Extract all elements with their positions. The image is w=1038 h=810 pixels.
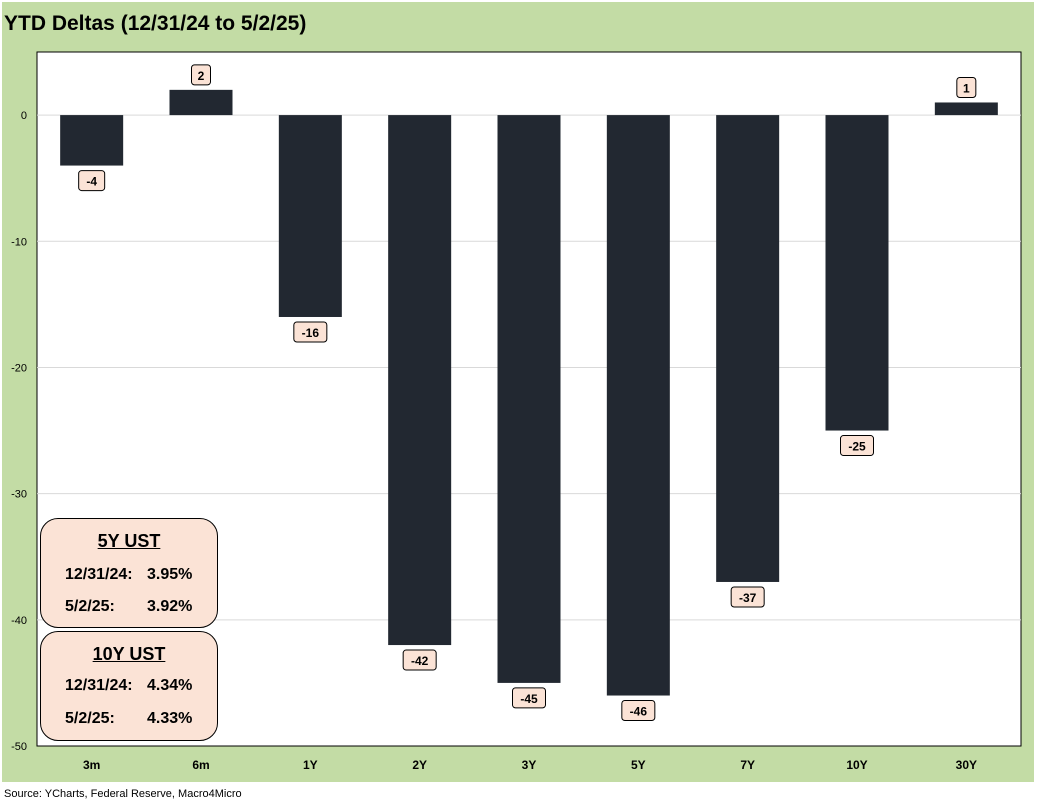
data-label-box xyxy=(621,700,656,722)
data-label-box xyxy=(512,687,546,709)
y-tick-label: -10 xyxy=(11,236,27,248)
data-label: 2 xyxy=(198,69,205,83)
info-row: 5/2/25: 3.92% xyxy=(65,598,192,616)
info-box-title: 5Y UST xyxy=(97,531,161,551)
info-date: 5/2/25: xyxy=(65,710,115,727)
y-tick-label: -50 xyxy=(11,741,27,753)
x-tick-label: 6m xyxy=(192,758,209,772)
info-row: 12/31/24: 4.34% xyxy=(65,677,192,695)
data-label-box xyxy=(293,321,328,343)
bar xyxy=(60,115,124,166)
x-tick-label: 5Y xyxy=(631,758,646,772)
info-row: 12/31/24: 3.95% xyxy=(65,566,192,584)
source-note: Source: YCharts, Federal Reserve, Macro4… xyxy=(4,788,242,800)
data-label-box xyxy=(402,649,437,671)
info-box-10y-ust: 10Y UST 12/31/24: 4.34% 5/2/25: 4.33% xyxy=(40,631,218,741)
data-label: -25 xyxy=(848,440,866,454)
x-axis: 3m 6m 1Y 2Y 3Y 5Y 7Y 10Y 30Y xyxy=(83,758,977,772)
info-date: 12/31/24: xyxy=(65,566,133,583)
x-tick-label: 7Y xyxy=(740,758,755,772)
info-box-5y-ust: 5Y UST 12/31/24: 3.95% 5/2/25: 3.92% xyxy=(40,518,218,628)
info-box-title: 10Y UST xyxy=(92,644,166,664)
y-tick-label: -20 xyxy=(11,362,27,374)
y-tick-label: 0 xyxy=(21,110,27,122)
data-label: -37 xyxy=(739,591,757,605)
y-axis: 0 -10 -20 -30 -40 -50 xyxy=(11,110,27,753)
chart-title: YTD Deltas (12/31/24 to 5/2/25) xyxy=(4,12,307,35)
y-tick-label: -30 xyxy=(11,489,27,501)
data-label: -42 xyxy=(411,654,429,668)
data-label-box xyxy=(730,586,765,608)
bar xyxy=(716,115,780,582)
data-label: -45 xyxy=(520,692,538,706)
x-tick-label: 3m xyxy=(83,758,100,772)
bar xyxy=(278,115,342,317)
info-value: 4.33% xyxy=(147,710,193,727)
info-value: 3.95% xyxy=(147,566,193,583)
x-tick-label: 1Y xyxy=(303,758,318,772)
bar xyxy=(934,102,998,116)
data-label: -46 xyxy=(630,705,648,719)
data-label-box xyxy=(78,170,106,192)
bar xyxy=(169,89,233,116)
info-row: 5/2/25: 4.33% xyxy=(65,710,192,728)
x-tick-label: 10Y xyxy=(846,758,867,772)
info-date: 12/31/24: xyxy=(65,677,133,694)
data-label: -4 xyxy=(86,175,97,189)
bars xyxy=(60,89,998,696)
data-label-box xyxy=(191,64,211,86)
bar xyxy=(388,115,452,646)
bar xyxy=(825,115,889,431)
data-label-box xyxy=(840,435,874,457)
data-labels: -42-16-42-45-46-37-251 xyxy=(78,64,977,722)
bar xyxy=(606,115,670,696)
data-label-box xyxy=(956,76,977,98)
info-date: 5/2/25: xyxy=(65,598,115,615)
y-tick-label: -40 xyxy=(11,615,27,627)
info-value: 4.34% xyxy=(147,677,193,694)
bar xyxy=(497,115,561,683)
data-label: 1 xyxy=(963,81,970,95)
x-tick-label: 3Y xyxy=(522,758,537,772)
x-tick-label: 30Y xyxy=(956,758,977,772)
x-tick-label: 2Y xyxy=(412,758,427,772)
data-label: -16 xyxy=(302,326,320,340)
info-value: 3.92% xyxy=(147,598,193,615)
